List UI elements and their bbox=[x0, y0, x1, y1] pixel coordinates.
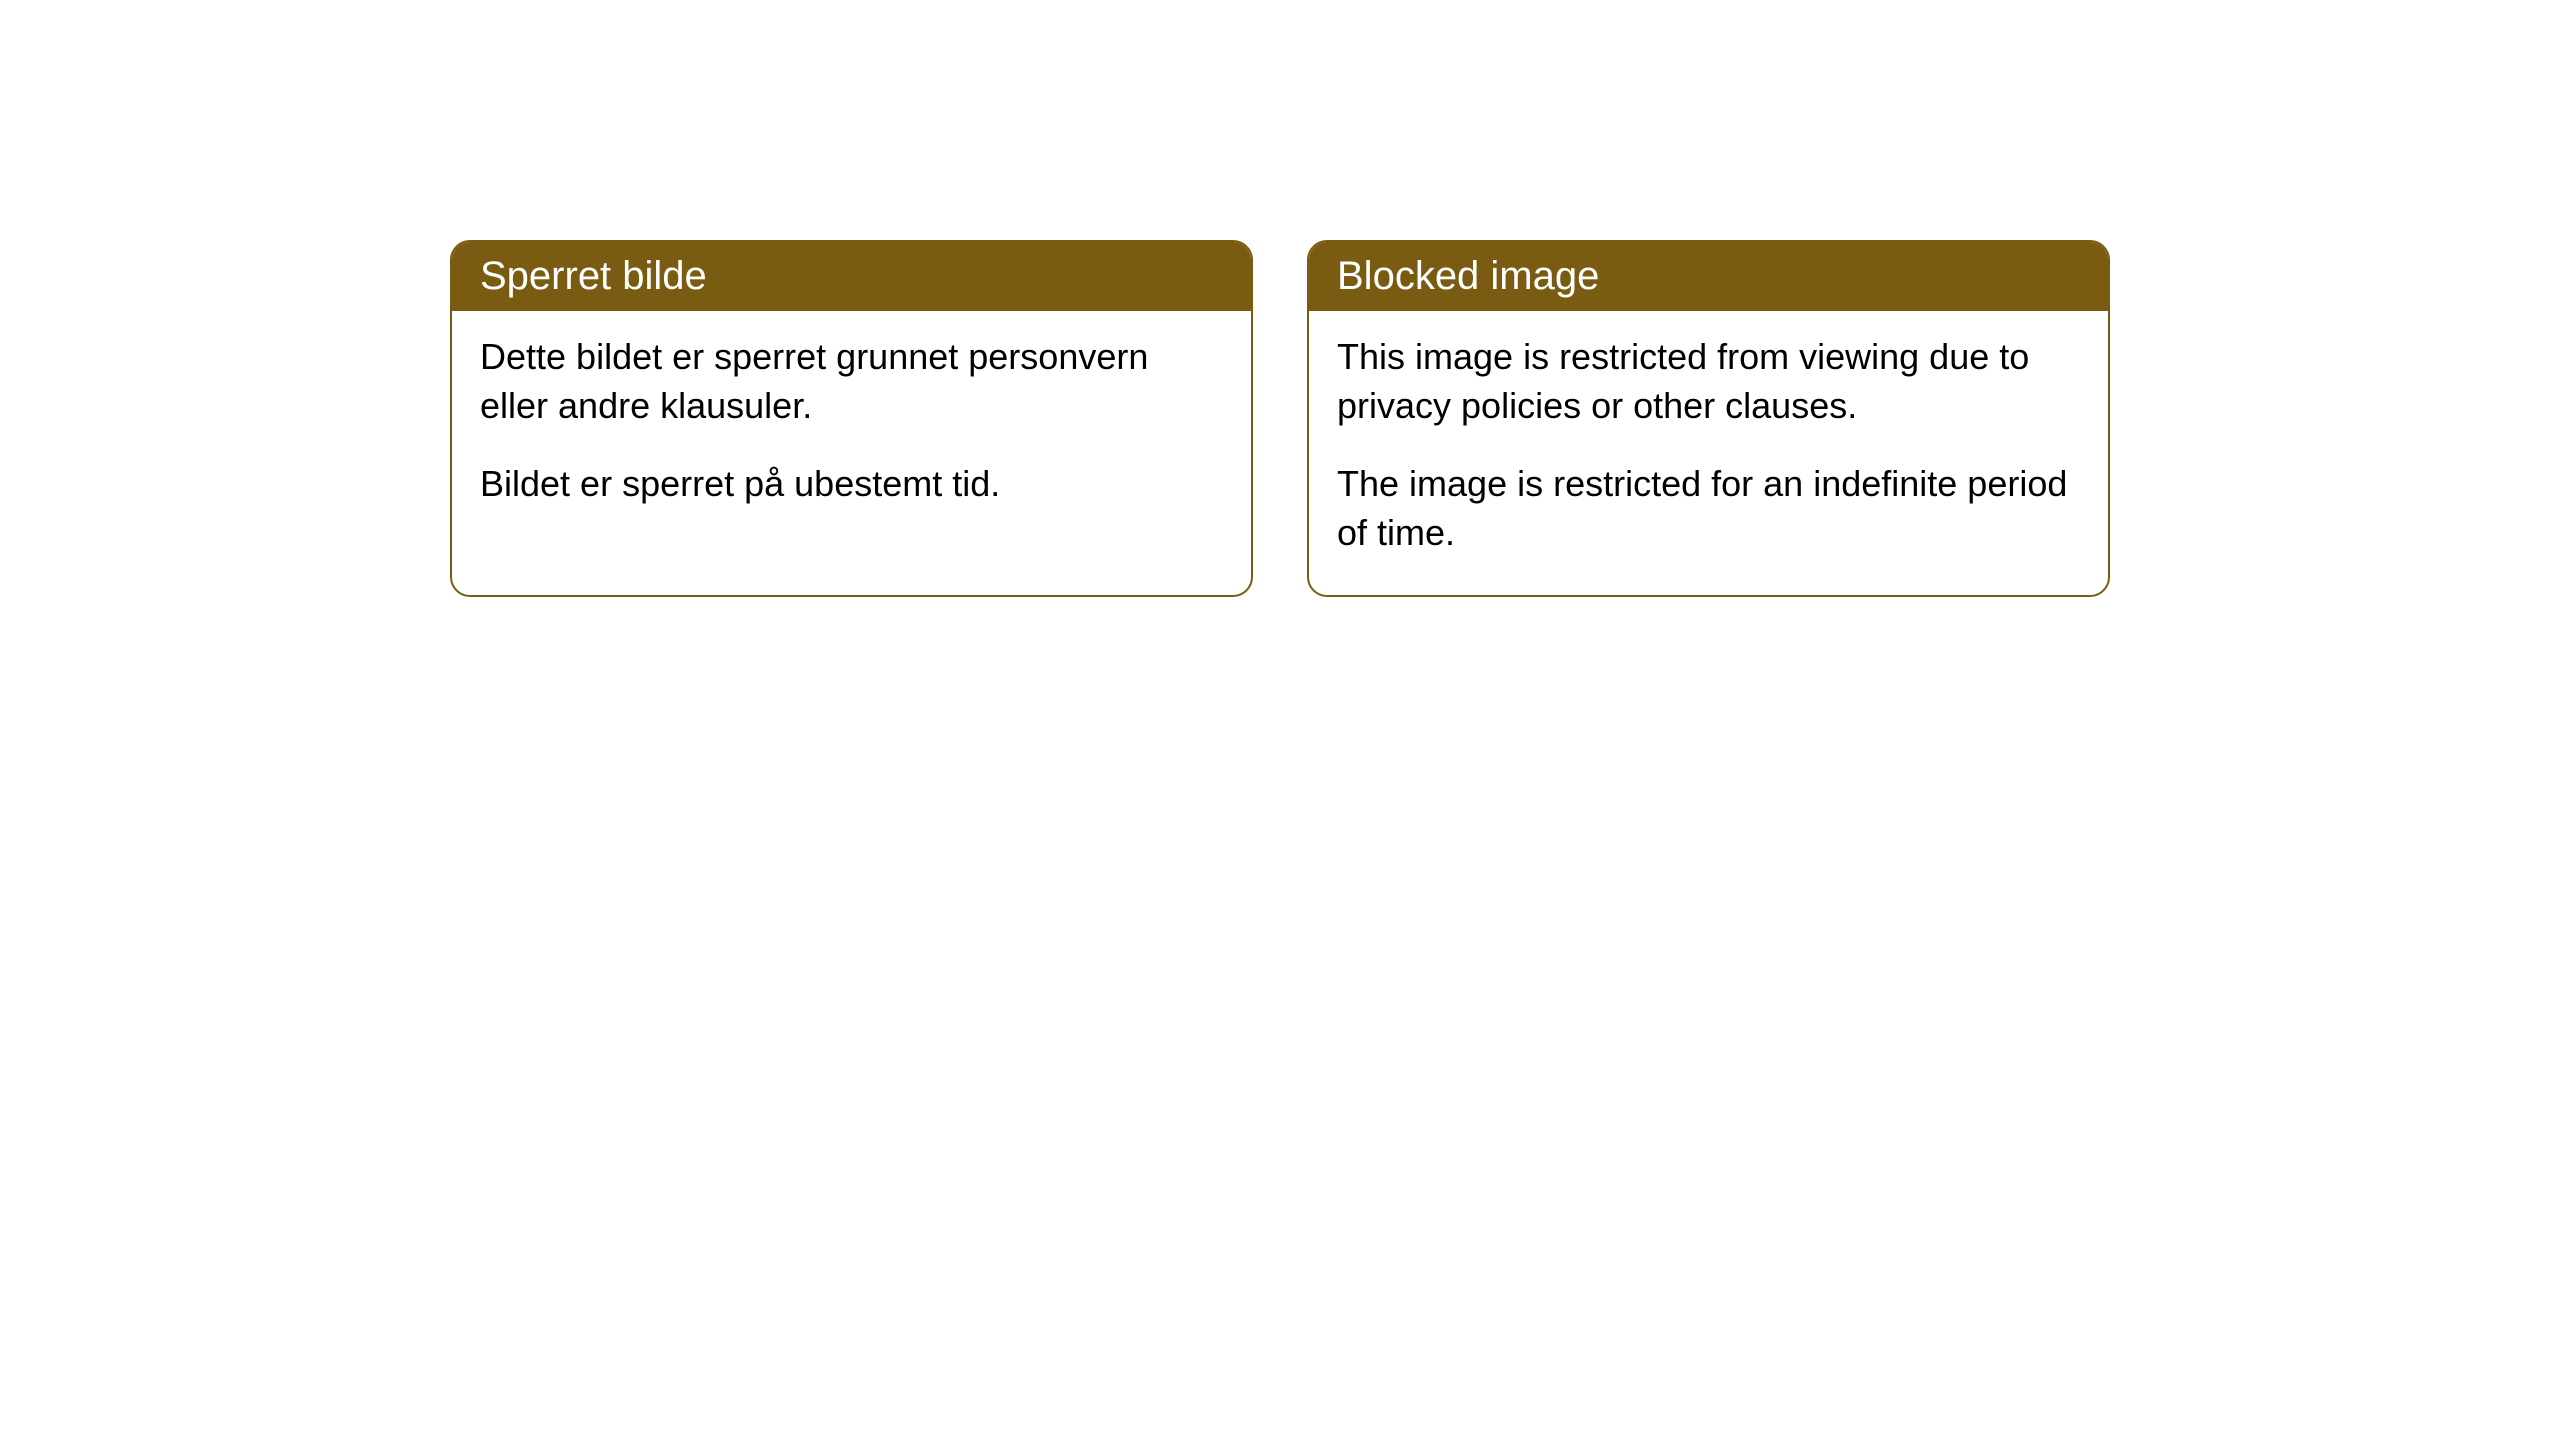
cards-container: Sperret bilde Dette bildet er sperret gr… bbox=[450, 240, 2110, 597]
card-paragraph-1: This image is restricted from viewing du… bbox=[1337, 333, 2080, 430]
card-header-english: Blocked image bbox=[1309, 242, 2108, 311]
card-norwegian: Sperret bilde Dette bildet er sperret gr… bbox=[450, 240, 1253, 597]
card-header-norwegian: Sperret bilde bbox=[452, 242, 1251, 311]
card-paragraph-1: Dette bildet er sperret grunnet personve… bbox=[480, 333, 1223, 430]
card-paragraph-2: Bildet er sperret på ubestemt tid. bbox=[480, 460, 1223, 509]
card-body-english: This image is restricted from viewing du… bbox=[1309, 311, 2108, 595]
card-paragraph-2: The image is restricted for an indefinit… bbox=[1337, 460, 2080, 557]
card-english: Blocked image This image is restricted f… bbox=[1307, 240, 2110, 597]
card-body-norwegian: Dette bildet er sperret grunnet personve… bbox=[452, 311, 1251, 547]
